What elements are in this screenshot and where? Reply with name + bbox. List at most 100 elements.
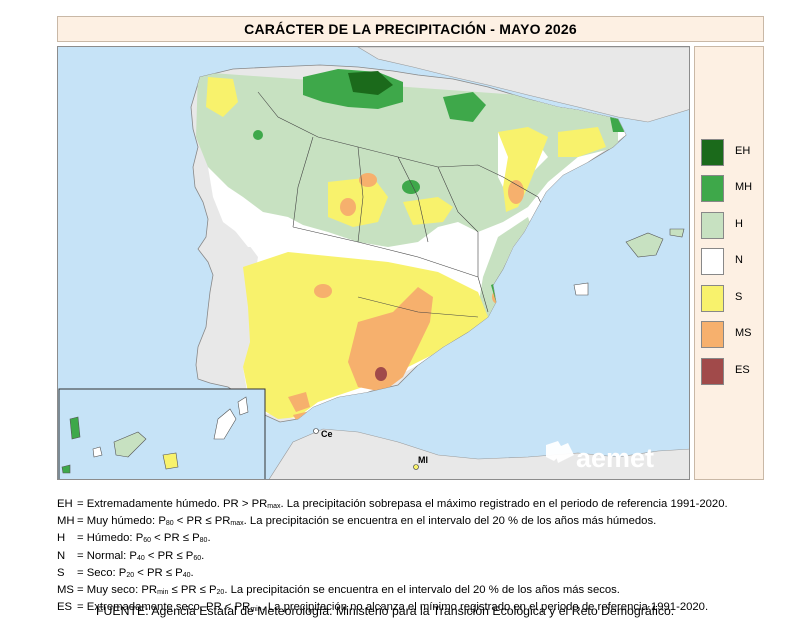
definition-sub2: 80 xyxy=(199,537,208,545)
definition-text: = Normal: P40 < PR ≤ P60. xyxy=(77,549,204,566)
melilla-marker xyxy=(413,464,419,470)
ceuta-marker xyxy=(313,428,319,434)
definition-sub2: 40 xyxy=(182,571,191,579)
definition-row-h: H = Húmedo: P60 < PR ≤ P80. xyxy=(57,531,777,548)
definition-post: . La precipitación se encuentra en el in… xyxy=(243,515,657,528)
definition-sub1: min xyxy=(250,606,262,614)
melilla-label: Ml xyxy=(418,455,428,465)
legend-swatch xyxy=(701,321,724,348)
definition-code: S xyxy=(57,566,65,579)
map-title-box: CARÁCTER DE LA PRECIPITACIÓN - MAYO 2026 xyxy=(57,16,764,42)
map-title: CARÁCTER DE LA PRECIPITACIÓN - MAYO 2026 xyxy=(244,21,577,37)
definition-row-ms: MS = Muy seco: PRmin ≤ PR ≤ P20. La preci… xyxy=(57,583,777,600)
definition-mid: < PR ≤ P xyxy=(144,549,194,562)
zone-n-centre xyxy=(228,222,488,262)
zone-s-centre-west xyxy=(328,177,388,227)
definition-text: = Muy seco: PRmin ≤ PR ≤ P20. La precipi… xyxy=(77,583,620,600)
legend-swatch xyxy=(701,139,724,166)
definition-code: EH xyxy=(57,498,73,510)
definition-sub2: max xyxy=(230,520,244,528)
definition-mid: < PR ≤ PR xyxy=(173,515,231,528)
legend-swatch xyxy=(701,248,724,275)
definition-post: . xyxy=(207,532,211,545)
france-land xyxy=(357,47,689,123)
legend-swatch xyxy=(701,175,724,202)
zone-ms-ebro xyxy=(508,180,524,204)
definition-row-mh: MH = Muy húmedo: P80 < PR ≤ PRmax. La pre… xyxy=(57,514,777,531)
zone-mh-galicia xyxy=(253,130,263,140)
definition-text: = Extremadamente húmedo. PR > PRmax. La … xyxy=(77,497,728,514)
definition-sub1: 60 xyxy=(143,537,152,545)
zone-ms-andalusia xyxy=(348,287,433,392)
source-note: FUENTE: Agencia Estatal de Meteorología.… xyxy=(96,604,675,618)
legend-item-h: H xyxy=(701,212,761,239)
legend-item-s: S xyxy=(701,285,761,312)
canary-la-palma xyxy=(69,416,81,440)
aemet-logo-text: aemet xyxy=(576,443,654,473)
definition-pre: = Muy seco: PR xyxy=(77,584,158,597)
zone-ms-leon xyxy=(359,173,377,187)
zone-s-madrid xyxy=(403,197,453,225)
definition-text: = Muy húmedo: P80 < PR ≤ PRmax. La preci… xyxy=(77,514,656,531)
zone-ms-cadiz xyxy=(288,392,310,412)
definition-mid: < PR ≤ P xyxy=(151,532,200,545)
legend-code: MS xyxy=(735,327,752,339)
legend-swatch xyxy=(701,212,724,239)
definition-sub1: 80 xyxy=(165,520,174,528)
definition-sub1: max xyxy=(267,503,281,510)
definition-code: MH xyxy=(57,515,75,528)
definition-mid: < PR ≤ P xyxy=(134,566,183,579)
precipitation-map: Ce Ml aemet xyxy=(58,47,689,479)
canary-lanzarote xyxy=(237,396,249,416)
legend-item-eh: EH xyxy=(701,139,761,166)
africa-land xyxy=(268,428,689,479)
balearic-mallorca xyxy=(625,232,664,258)
legend-code: N xyxy=(735,254,743,266)
definitions-list: EH = Extremadamente húmedo. PR > PRmax. L… xyxy=(57,497,777,617)
definition-pre: = Normal: P xyxy=(77,549,137,562)
definition-pre: = Seco: P xyxy=(77,566,127,579)
legend-item-mh: MH xyxy=(701,175,761,202)
zone-s-catalonia xyxy=(558,127,606,157)
legend-item-es: ES xyxy=(701,358,761,385)
definition-pre: = Extremadamente seco. PR < PR xyxy=(77,601,251,614)
definition-sub1: 20 xyxy=(126,571,135,579)
definition-code: N xyxy=(57,549,66,562)
balearic-ibiza xyxy=(573,282,589,296)
definition-row-n: N = Normal: P40 < PR ≤ P60. xyxy=(57,549,777,566)
map-frame: Ce Ml aemet xyxy=(57,46,690,480)
legend-code: MH xyxy=(735,181,753,193)
legend-code: EH xyxy=(735,145,751,157)
definition-code: ES xyxy=(57,601,73,614)
definition-post: . xyxy=(201,549,205,562)
definition-mid: ≤ PR ≤ P xyxy=(168,584,217,597)
legend-code: H xyxy=(735,218,743,230)
definition-row-es: ES = Extremadamente seco. PR < PRmin. La … xyxy=(57,600,777,617)
canary-inset xyxy=(58,388,266,479)
definition-mid: . La precipitación sobrepasa el máximo r… xyxy=(280,498,728,510)
canary-hierro xyxy=(61,464,71,474)
aemet-logo: aemet xyxy=(546,441,654,473)
legend-code: ES xyxy=(735,364,750,376)
definition-sub2: 20 xyxy=(216,589,225,597)
definition-sub1: 40 xyxy=(136,554,145,562)
canary-fuerteventura xyxy=(213,408,237,440)
canary-gran-canaria xyxy=(162,452,179,470)
definition-row-s: S = Seco: P20 < PR ≤ P40. xyxy=(57,566,777,583)
zone-ms-mancha xyxy=(314,284,332,298)
zone-es-andalusia xyxy=(375,367,387,381)
canary-gomera xyxy=(92,446,103,458)
legend-item-n: N xyxy=(701,248,761,275)
zone-ms-castile xyxy=(340,198,356,216)
legend-panel: EH MH H N S MS ES xyxy=(694,46,764,480)
definition-pre: = Extremadamente húmedo. PR > PR xyxy=(77,498,268,510)
definition-post: . La precipitación se encuentra en el in… xyxy=(224,584,620,597)
definition-row-eh: EH = Extremadamente húmedo. PR > PRmax. L… xyxy=(57,497,777,514)
definition-text: = Húmedo: P60 < PR ≤ P80. xyxy=(77,531,211,548)
definition-post: . xyxy=(190,566,194,579)
legend-code: S xyxy=(735,291,743,303)
zone-mh-leon xyxy=(402,180,420,194)
definition-sub2: 60 xyxy=(193,554,202,562)
definition-code: MS xyxy=(57,584,74,597)
ceuta-label: Ce xyxy=(321,429,333,439)
